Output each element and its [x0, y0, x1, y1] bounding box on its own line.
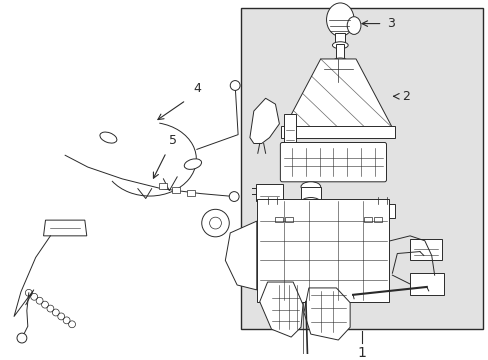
- Text: 1: 1: [357, 346, 366, 360]
- Polygon shape: [249, 98, 279, 144]
- Circle shape: [209, 217, 221, 229]
- Ellipse shape: [333, 58, 346, 64]
- Text: 5: 5: [169, 134, 177, 147]
- Bar: [409, 273, 444, 295]
- Bar: [186, 190, 195, 195]
- Circle shape: [202, 209, 229, 237]
- Ellipse shape: [184, 159, 201, 169]
- Bar: [284, 114, 296, 149]
- Bar: [255, 184, 283, 202]
- Bar: [336, 44, 344, 62]
- Circle shape: [230, 81, 240, 90]
- Bar: [159, 183, 167, 189]
- Circle shape: [17, 333, 27, 343]
- Bar: [363, 217, 371, 222]
- Polygon shape: [225, 221, 256, 290]
- Text: 3: 3: [386, 17, 395, 30]
- Polygon shape: [284, 59, 391, 128]
- Bar: [281, 126, 394, 138]
- Text: 2: 2: [402, 90, 409, 103]
- Ellipse shape: [301, 182, 320, 192]
- Polygon shape: [259, 282, 303, 337]
- Bar: [275, 217, 283, 222]
- Bar: [301, 187, 320, 202]
- Text: 4: 4: [192, 82, 201, 95]
- Circle shape: [229, 192, 239, 202]
- Bar: [373, 217, 381, 222]
- Polygon shape: [43, 220, 86, 236]
- Bar: [409, 239, 441, 260]
- Bar: [172, 187, 180, 193]
- Ellipse shape: [332, 42, 347, 49]
- Bar: [335, 33, 345, 45]
- Polygon shape: [304, 288, 349, 340]
- Bar: [256, 198, 388, 302]
- Bar: [285, 217, 292, 222]
- Polygon shape: [264, 204, 394, 218]
- Ellipse shape: [346, 17, 360, 35]
- FancyBboxPatch shape: [280, 143, 386, 182]
- Ellipse shape: [326, 3, 353, 36]
- Ellipse shape: [301, 198, 320, 207]
- Bar: [241, 8, 482, 329]
- Bar: [259, 202, 279, 213]
- Ellipse shape: [100, 132, 117, 143]
